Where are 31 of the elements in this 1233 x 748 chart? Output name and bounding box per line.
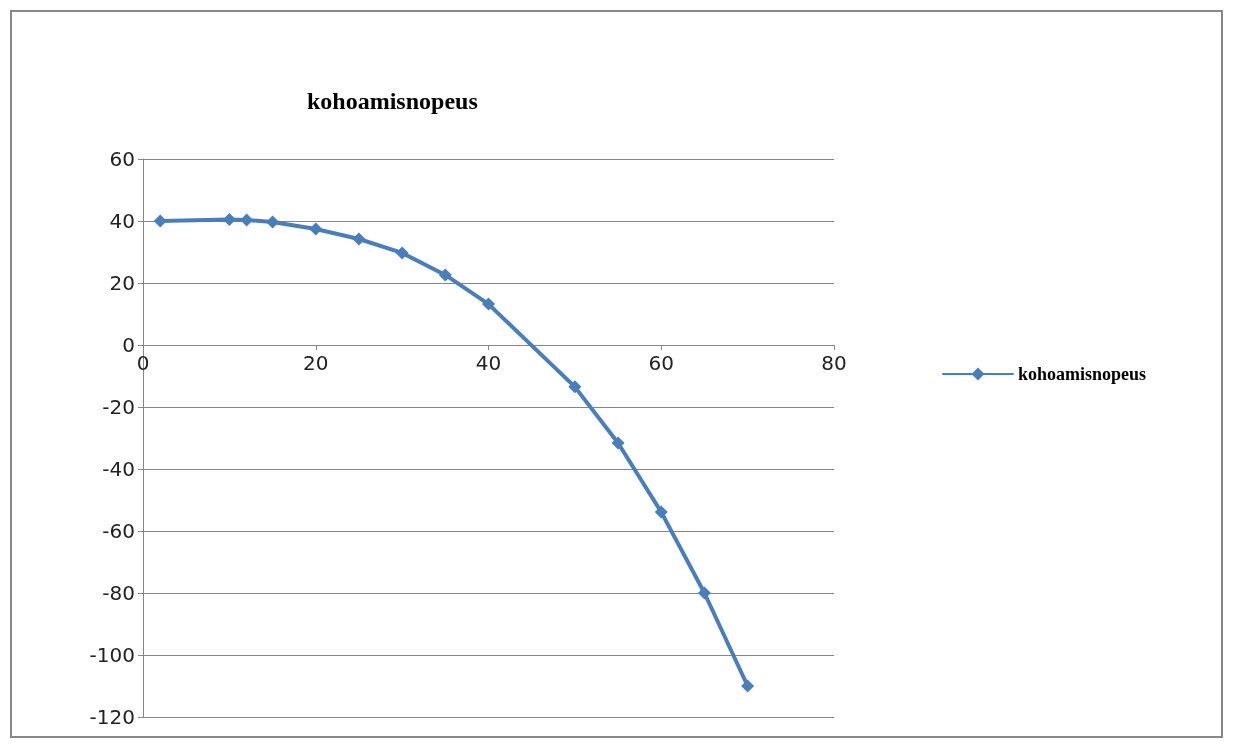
chart-title: kohoamisnopeus [307, 88, 478, 114]
point [482, 297, 495, 311]
x-tick-label: 0 [136, 351, 150, 375]
point [240, 213, 254, 227]
point [395, 246, 409, 260]
point [741, 679, 755, 693]
point [568, 380, 582, 394]
point [222, 212, 236, 226]
x-tick-label: 20 [303, 351, 329, 375]
y-tick-label: 0 [122, 333, 135, 357]
y-tick-label: -20 [102, 395, 135, 419]
point [611, 436, 625, 450]
y-tick-label: -120 [89, 705, 135, 729]
y-tick-label: -100 [89, 643, 135, 667]
legend-label: kohoamisnopeus [1017, 364, 1147, 384]
x-tick-label: 80 [821, 351, 847, 375]
y-tick-label: 40 [109, 209, 135, 233]
y-tick-label: -40 [102, 457, 135, 481]
y-tick-label: -80 [102, 581, 135, 605]
y-tick-label: 20 [109, 271, 135, 295]
y-tick-label: 60 [109, 147, 135, 171]
point [352, 232, 366, 246]
x-tick-label: 40 [475, 351, 502, 375]
point [153, 214, 167, 228]
y-tick-label: -60 [102, 519, 135, 543]
point [266, 215, 280, 229]
point [697, 586, 711, 600]
point [309, 222, 323, 236]
x-tick-label: 60 [648, 351, 674, 375]
point [654, 505, 668, 519]
point [438, 268, 452, 282]
